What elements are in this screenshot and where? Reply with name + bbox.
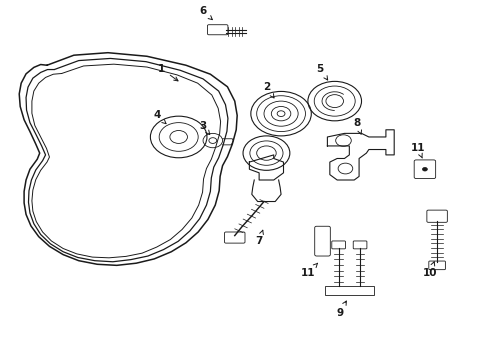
Text: 3: 3 [199,121,209,134]
Text: 8: 8 [352,118,361,134]
Text: 4: 4 [153,111,166,123]
Text: 11: 11 [300,263,317,278]
Text: 9: 9 [335,301,346,318]
Text: 2: 2 [262,82,273,98]
Text: 10: 10 [422,262,436,278]
Circle shape [422,167,427,171]
Text: 7: 7 [255,230,263,246]
Text: 1: 1 [158,64,178,81]
Text: 5: 5 [316,64,327,80]
Text: 6: 6 [199,6,212,20]
Text: 11: 11 [409,143,424,158]
